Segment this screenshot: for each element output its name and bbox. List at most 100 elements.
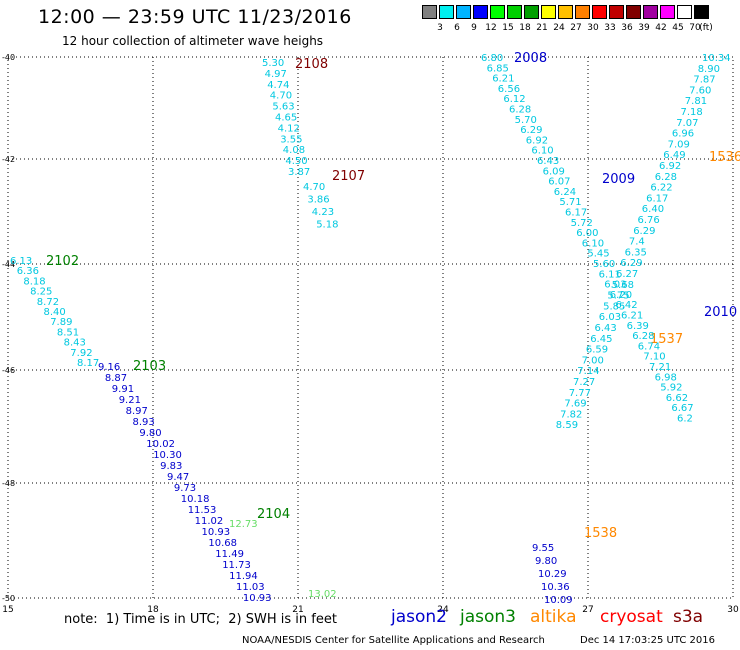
- wave-height-value: 8.90: [698, 64, 720, 75]
- wave-height-value: 6.39: [627, 321, 649, 332]
- wave-height-value: 7.00: [582, 355, 604, 366]
- wave-height-value: 10.09: [544, 595, 573, 606]
- wave-height-value: 11.03: [236, 582, 265, 593]
- wave-height-value: 5.75: [607, 291, 629, 302]
- wave-height-value: 10.93: [243, 593, 272, 604]
- wave-height-value: 10.30: [153, 450, 182, 461]
- scale-swatch: [490, 5, 505, 19]
- legend-s3a: s3a: [673, 607, 704, 627]
- wave-height-value: 11.49: [215, 549, 244, 560]
- pass-label-2102: 2102: [46, 254, 79, 269]
- wave-height-value: 8.72: [37, 297, 59, 308]
- wave-height-value: 6.24: [554, 187, 576, 198]
- wave-height-value: 7.81: [685, 96, 707, 107]
- wave-height-value: 7.14: [577, 366, 599, 377]
- legend-cryosat: cryosat: [600, 607, 663, 627]
- wave-height-value: 6.74: [638, 341, 660, 352]
- wave-height-value: 9.21: [119, 395, 141, 406]
- wave-height-value: 6.13: [10, 256, 32, 267]
- wave-height-value: 8.97: [126, 406, 148, 417]
- wave-height-value: 4.70: [303, 182, 325, 193]
- wave-height-value: 11.94: [229, 571, 258, 582]
- wave-height-value: 6.03: [604, 280, 626, 291]
- wave-height-value: 8.87: [105, 373, 127, 384]
- scale-swatch: [677, 5, 692, 19]
- lon-tick-label: 18: [147, 605, 159, 615]
- wave-height-value: 7.21: [649, 362, 671, 373]
- wave-height-value: 6.59: [586, 345, 608, 356]
- scale-swatch: [558, 5, 573, 19]
- wave-height-value: 8.40: [44, 307, 66, 318]
- wave-height-value: 4.70: [270, 91, 292, 102]
- wave-height-value: 9.80: [139, 428, 161, 439]
- scale-swatch: [575, 5, 590, 19]
- scale-label: 42: [655, 23, 667, 33]
- wave-height-value: 7.07: [676, 118, 698, 129]
- wave-height-value: 9.73: [174, 483, 196, 494]
- wave-height-value: 6.29: [520, 125, 542, 136]
- wave-height-value: 9.83: [160, 461, 182, 472]
- legend-jason2: jason2: [391, 607, 447, 627]
- scale-swatch: [592, 5, 607, 19]
- wave-height-value: 6.96: [672, 129, 694, 140]
- wave-height-value: 7.27: [573, 377, 595, 388]
- scale-swatch: [626, 5, 641, 19]
- wave-height-value: 7.69: [564, 399, 586, 410]
- wave-height-value: 4.65: [275, 113, 297, 124]
- wave-height-value: 12.73: [229, 519, 258, 530]
- wave-height-value: 5.45: [587, 249, 609, 260]
- legend-altika: altika: [530, 607, 577, 627]
- wave-height-value: 6.36: [17, 266, 39, 277]
- scale-swatch: [541, 5, 556, 19]
- map-title: 12:00 — 23:59 UTC 11/23/2016: [38, 6, 352, 28]
- wave-height-value: 6.17: [646, 193, 668, 204]
- lat-tick-label: -44: [2, 260, 15, 269]
- wave-height-value: 6.28: [655, 172, 677, 183]
- wave-height-value: 10.02: [146, 439, 175, 450]
- wave-height-value: 5.92: [660, 383, 682, 394]
- lat-tick-label: -46: [2, 366, 15, 375]
- wave-height-value: 7.77: [569, 388, 591, 399]
- wave-height-value: 6.03: [599, 312, 621, 323]
- wave-height-value: 6.98: [655, 372, 677, 383]
- wave-height-value: 13.02: [308, 589, 337, 600]
- wave-height-value: 6.40: [642, 204, 664, 215]
- pass-label-2008: 2008: [514, 51, 547, 66]
- wave-height-value: 9.55: [532, 543, 554, 554]
- scale-label: 6: [454, 23, 460, 33]
- wave-height-value: 6.76: [638, 215, 660, 226]
- pass-label-2103: 2103: [133, 359, 166, 374]
- wave-height-value: 7.10: [643, 352, 665, 363]
- scale-swatch: [524, 5, 539, 19]
- wave-height-value: 6.92: [526, 135, 548, 146]
- scale-unit: (ft): [699, 23, 713, 33]
- footer-credit: NOAA/NESDIS Center for Satellite Applica…: [242, 635, 545, 646]
- scale-label: 21: [536, 23, 548, 33]
- pass-label-1538: 1538: [584, 526, 617, 541]
- wave-height-value: 6.2: [677, 414, 693, 425]
- wave-height-value: 6.29: [620, 258, 642, 269]
- wave-height-value: 4.08: [283, 145, 305, 156]
- wave-height-value: 6.09: [543, 166, 565, 177]
- wave-height-value: 5.60: [593, 259, 615, 270]
- wave-height-value: 6.10: [582, 238, 604, 249]
- wave-height-value: 5.68: [612, 280, 634, 291]
- scale-label: 15: [502, 23, 514, 33]
- scale-label: 33: [604, 23, 616, 33]
- scale-swatch: [439, 5, 454, 19]
- legend-jason3: jason3: [460, 607, 516, 627]
- wave-height-value: 6.92: [659, 161, 681, 172]
- lon-tick-label: 24: [437, 605, 449, 615]
- wave-height-value: 8.93: [133, 417, 155, 428]
- scale-swatch: [609, 5, 624, 19]
- pass-label-2104: 2104: [257, 507, 290, 522]
- scale-label: 9: [471, 23, 477, 33]
- wave-height-value: 10.68: [208, 538, 237, 549]
- lat-tick-label: -50: [2, 594, 15, 603]
- wave-height-value: 8.43: [64, 338, 86, 349]
- pass-label-2108: 2108: [295, 57, 328, 72]
- scale-label: 12: [485, 23, 497, 33]
- wave-height-value: 6.21: [621, 311, 643, 322]
- wave-height-value: 4.97: [265, 69, 287, 80]
- footer-timestamp: Dec 14 17:03:25 UTC 2016: [580, 635, 715, 646]
